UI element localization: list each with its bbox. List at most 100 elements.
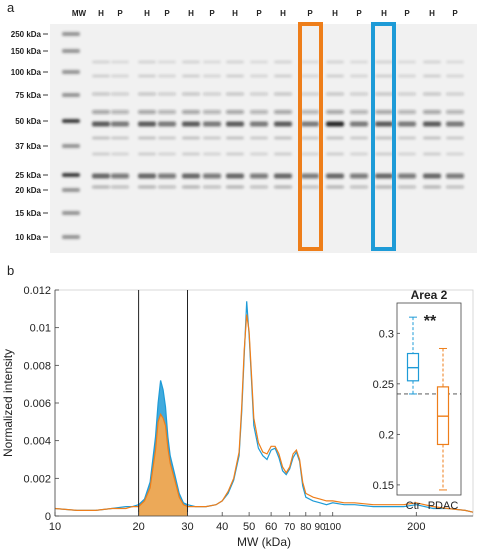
gel-band: [375, 136, 393, 140]
gel-band: [203, 74, 221, 78]
series-line-orange: [54, 314, 474, 513]
gel-band: [423, 60, 441, 64]
ladder-band: [62, 70, 80, 74]
y-tick-label: 0.002: [23, 473, 51, 485]
ladder-band: [62, 32, 80, 36]
ladder-band: [62, 173, 80, 177]
gel-band: [203, 152, 221, 156]
y-tick-label: 0.012: [23, 285, 51, 297]
mw-marker-label: 15 kDa: [15, 209, 41, 218]
gel-band: [274, 185, 292, 189]
gel-band: [274, 173, 292, 179]
gel-band: [398, 74, 416, 78]
gel-band: [203, 110, 221, 114]
ladder-band: [62, 144, 80, 148]
x-axis-title: MW (kDa): [237, 535, 291, 549]
x-tick-label: 60: [265, 521, 277, 533]
gel-band: [350, 185, 368, 189]
gel-band: [375, 185, 393, 189]
gel-band: [203, 185, 221, 189]
gel-band: [398, 60, 416, 64]
mw-marker-label: 25 kDa: [15, 171, 41, 180]
x-tick-label: 70: [284, 522, 296, 533]
gel-band: [92, 185, 110, 189]
lane-label-mw: MW: [72, 9, 87, 18]
gel-band: [446, 185, 464, 189]
shaded-area-orange: [138, 414, 188, 516]
gel-band: [111, 136, 129, 140]
x-tick-label: 100: [324, 522, 341, 533]
gel-band: [182, 152, 200, 156]
gel-band: [375, 173, 393, 179]
inset-y-tick-label: 0.15: [373, 480, 394, 492]
gel-band: [111, 92, 129, 96]
y-axis-title: Normalized intensity: [1, 349, 15, 457]
gel-band: [326, 173, 344, 179]
inset-title: Area 2: [411, 288, 448, 302]
gel-band: [138, 92, 156, 96]
inset-category-label: Ctr: [406, 500, 421, 512]
gel-band: [158, 60, 176, 64]
gel-band: [92, 92, 110, 96]
gel-band: [375, 74, 393, 78]
gel-band: [182, 185, 200, 189]
mw-marker-label: 20 kDa: [15, 186, 41, 195]
gel-band: [138, 110, 156, 114]
gel-band: [398, 136, 416, 140]
gel-band: [446, 74, 464, 78]
panel-b-label: b: [7, 263, 14, 278]
gel-band: [301, 136, 319, 140]
lane-label: H: [144, 9, 150, 18]
lane-label: P: [117, 9, 123, 18]
gel-band: [226, 185, 244, 189]
gel-band: [326, 185, 344, 189]
x-tick-label: 20: [132, 521, 144, 533]
gel-band: [301, 110, 319, 114]
gel-band: [250, 136, 268, 140]
mw-marker-label: 37 kDa: [15, 142, 41, 151]
lane-label: H: [188, 9, 194, 18]
highlight-box-blue: [371, 22, 396, 251]
ladder-band: [62, 119, 80, 123]
gel-band: [111, 60, 129, 64]
gel-band: [226, 92, 244, 96]
gel-band: [446, 121, 464, 127]
gel-band: [350, 60, 368, 64]
gel-band: [326, 110, 344, 114]
x-tick-label: 80: [300, 522, 312, 533]
x-tick-label: 50: [243, 521, 255, 533]
gel-band: [226, 74, 244, 78]
gel-band: [326, 136, 344, 140]
gel-band: [274, 121, 292, 127]
gel-band: [92, 173, 110, 179]
lane-label: P: [452, 9, 458, 18]
gel-band: [226, 110, 244, 114]
x-tick-label: 40: [216, 521, 228, 533]
inset-category-label: PDAC: [428, 500, 459, 512]
gel-band: [350, 152, 368, 156]
lane-label: P: [256, 9, 262, 18]
gel-band: [423, 74, 441, 78]
gel-band: [250, 173, 268, 179]
gel-band: [350, 173, 368, 179]
gel-band: [350, 136, 368, 140]
gel-image: [50, 24, 477, 253]
gel-band: [138, 173, 156, 179]
gel-band: [350, 74, 368, 78]
gel-band: [350, 110, 368, 114]
gel-band: [375, 152, 393, 156]
lane-label: H: [429, 9, 435, 18]
gel-band: [274, 92, 292, 96]
gel-band: [158, 136, 176, 140]
gel-band: [203, 60, 221, 64]
gel-band: [226, 121, 244, 127]
gel-band: [301, 152, 319, 156]
gel-band: [423, 121, 441, 127]
gel-band: [301, 121, 319, 127]
gel-band: [326, 152, 344, 156]
gel-band: [111, 185, 129, 189]
gel-band: [250, 110, 268, 114]
gel-band: [111, 110, 129, 114]
gel-band: [226, 60, 244, 64]
